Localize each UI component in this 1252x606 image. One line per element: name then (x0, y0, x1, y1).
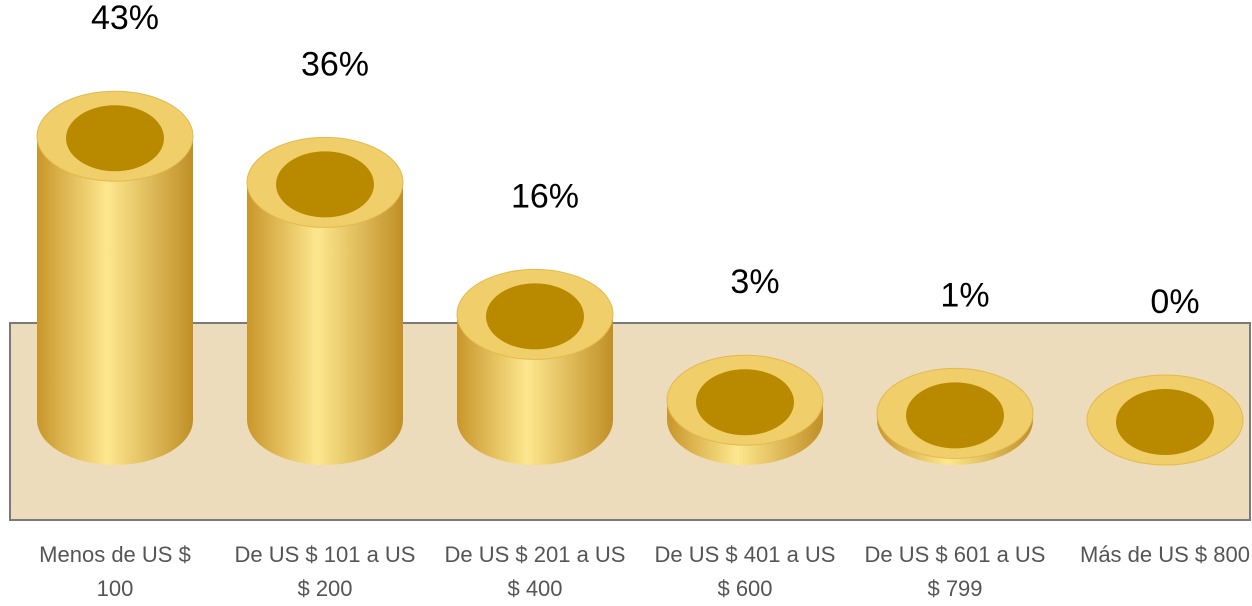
cylinder (876, 367, 1034, 465)
cylinder-hole (1116, 389, 1214, 455)
category-label: De US $ 401 a US $ 600 (654, 542, 836, 601)
value-label: 0% (1150, 283, 1199, 321)
cylinder (666, 354, 824, 465)
category-label: De US $ 201 a US $ 400 (444, 542, 626, 601)
value-label: 3% (730, 263, 779, 301)
category-label: De US $ 601 a US $ 799 (864, 542, 1046, 601)
value-label: 1% (940, 276, 989, 314)
cylinder-body (247, 182, 403, 465)
value-label: 36% (301, 45, 369, 83)
category-label: Menos de US $ 100 (39, 542, 191, 601)
cylinder (1086, 374, 1244, 466)
value-label: 43% (91, 0, 159, 37)
value-label: 16% (511, 177, 579, 215)
category-label: Más de US $ 800 (1080, 542, 1250, 567)
cylinder (36, 90, 194, 465)
cylinder-hole (906, 382, 1004, 449)
cylinder-hole (66, 105, 164, 172)
cylinder-hole (696, 369, 794, 436)
category-label: De US $ 101 a US $ 200 (234, 542, 416, 601)
cylinder (456, 268, 614, 465)
cylinder-hole (276, 151, 374, 218)
cylinder (246, 136, 404, 465)
cylinder-body (37, 136, 193, 465)
cylinder-hole (486, 283, 584, 350)
floor-panel (9, 322, 1251, 521)
